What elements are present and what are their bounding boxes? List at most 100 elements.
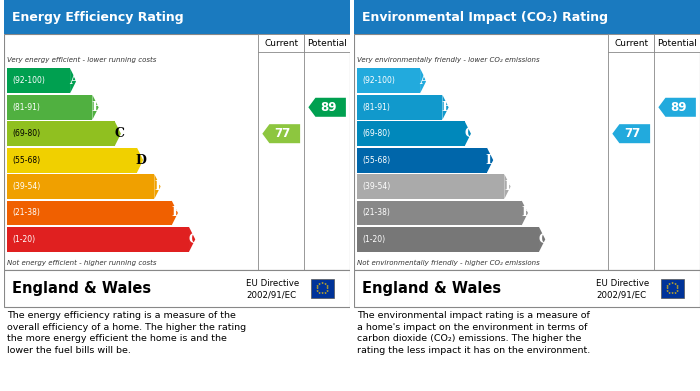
Text: ★: ★	[326, 286, 329, 291]
Text: ★: ★	[318, 291, 321, 295]
Text: D: D	[486, 154, 497, 167]
Text: (81-91): (81-91)	[362, 103, 390, 112]
Text: Potential: Potential	[307, 39, 347, 48]
Text: England & Wales: England & Wales	[362, 281, 501, 296]
Polygon shape	[115, 121, 121, 146]
Text: 77: 77	[274, 127, 290, 140]
Bar	[661, 278, 684, 298]
Text: (92-100): (92-100)	[362, 76, 395, 85]
Text: F: F	[172, 206, 181, 219]
Text: C: C	[464, 127, 474, 140]
Text: Very environmentally friendly - lower CO₂ emissions: Very environmentally friendly - lower CO…	[357, 57, 540, 63]
Text: C: C	[114, 127, 124, 140]
Bar	[4, 0, 350, 34]
Polygon shape	[262, 124, 300, 143]
Text: D: D	[136, 154, 147, 167]
Polygon shape	[504, 174, 510, 199]
Text: ★: ★	[316, 289, 319, 293]
Text: (21-38): (21-38)	[362, 208, 390, 217]
Text: ★: ★	[321, 281, 324, 285]
Bar	[357, 68, 420, 93]
Text: Current: Current	[264, 39, 298, 48]
Text: (39-54): (39-54)	[362, 182, 391, 191]
Text: ★: ★	[316, 284, 319, 288]
Polygon shape	[92, 95, 99, 120]
Text: ★: ★	[318, 282, 321, 286]
Text: 2002/91/EC: 2002/91/EC	[596, 291, 646, 300]
Polygon shape	[420, 68, 426, 93]
Bar	[311, 278, 334, 298]
Text: Current: Current	[614, 39, 648, 48]
Bar	[357, 174, 504, 199]
Text: 89: 89	[670, 101, 687, 114]
Text: Potential: Potential	[657, 39, 697, 48]
Text: 2002/91/EC: 2002/91/EC	[246, 291, 296, 300]
Text: ★: ★	[321, 291, 324, 296]
Polygon shape	[522, 201, 528, 225]
Bar	[7, 68, 70, 93]
Text: ★: ★	[668, 291, 671, 295]
Polygon shape	[172, 201, 178, 225]
Text: 89: 89	[320, 101, 337, 114]
Bar	[354, 34, 700, 270]
Text: ★: ★	[326, 284, 328, 288]
Bar	[357, 121, 465, 146]
Text: Not environmentally friendly - higher CO₂ emissions: Not environmentally friendly - higher CO…	[357, 260, 540, 266]
Text: B: B	[442, 101, 452, 114]
Polygon shape	[612, 124, 650, 143]
Polygon shape	[487, 148, 494, 172]
Bar	[7, 201, 172, 225]
Text: The energy efficiency rating is a measure of the
overall efficiency of a home. T: The energy efficiency rating is a measur…	[7, 311, 246, 355]
Text: (21-38): (21-38)	[12, 208, 40, 217]
Bar	[7, 148, 137, 172]
Text: F: F	[522, 206, 531, 219]
Text: ★: ★	[676, 284, 678, 288]
Text: G: G	[188, 233, 199, 246]
Text: (92-100): (92-100)	[12, 76, 45, 85]
Text: (1-20): (1-20)	[362, 235, 385, 244]
Bar	[7, 121, 115, 146]
Text: (69-80): (69-80)	[12, 129, 41, 138]
Text: (55-68): (55-68)	[12, 156, 41, 165]
Text: ★: ★	[671, 291, 674, 296]
Bar	[7, 95, 92, 120]
Text: (1-20): (1-20)	[12, 235, 35, 244]
Bar	[608, 34, 654, 52]
Text: G: G	[538, 233, 549, 246]
Text: 77: 77	[624, 127, 640, 140]
Text: ★: ★	[666, 289, 669, 293]
Bar	[654, 34, 700, 52]
Bar	[4, 270, 350, 307]
Bar	[357, 201, 522, 225]
Text: Energy Efficiency Rating: Energy Efficiency Rating	[12, 11, 184, 24]
Bar	[4, 34, 350, 270]
Text: (69-80): (69-80)	[362, 129, 391, 138]
Text: (81-91): (81-91)	[12, 103, 40, 112]
Bar	[258, 34, 304, 52]
Text: ★: ★	[673, 282, 676, 286]
Bar	[7, 227, 189, 252]
Bar	[354, 270, 700, 307]
Text: ★: ★	[316, 286, 318, 291]
Text: Environmental Impact (CO₂) Rating: Environmental Impact (CO₂) Rating	[362, 11, 608, 24]
Text: ★: ★	[326, 289, 328, 293]
Bar	[354, 0, 700, 34]
Text: ★: ★	[323, 282, 326, 286]
Text: ★: ★	[666, 286, 668, 291]
Text: ★: ★	[676, 289, 678, 293]
Text: ★: ★	[666, 284, 669, 288]
Text: ★: ★	[673, 291, 676, 295]
Bar	[357, 148, 487, 172]
Text: ★: ★	[323, 291, 326, 295]
Text: E: E	[154, 180, 163, 193]
Polygon shape	[154, 174, 160, 199]
Bar	[7, 174, 154, 199]
Polygon shape	[189, 227, 195, 252]
Text: E: E	[504, 180, 513, 193]
Text: ★: ★	[671, 281, 674, 285]
Text: (39-54): (39-54)	[12, 182, 41, 191]
Text: The environmental impact rating is a measure of
a home's impact on the environme: The environmental impact rating is a mea…	[357, 311, 590, 355]
Text: (55-68): (55-68)	[362, 156, 391, 165]
Polygon shape	[70, 68, 76, 93]
Text: Not energy efficient - higher running costs: Not energy efficient - higher running co…	[7, 260, 157, 266]
